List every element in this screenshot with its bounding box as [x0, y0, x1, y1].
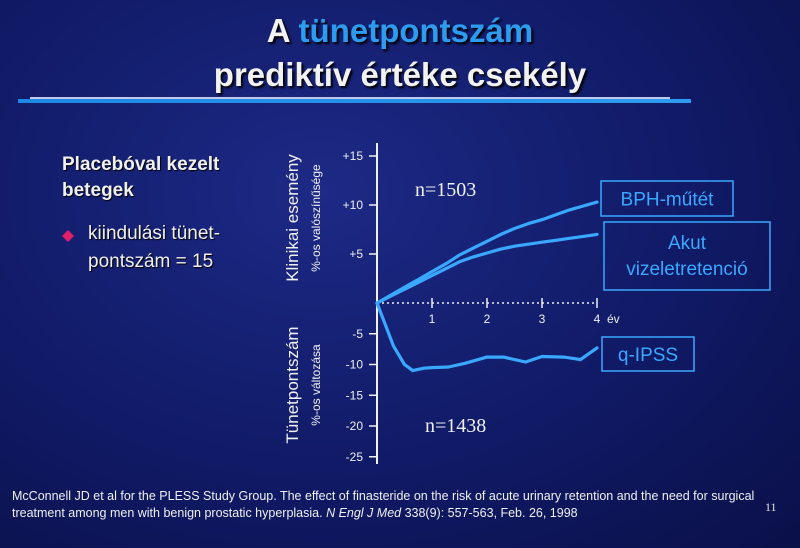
- y-tick-label: +15: [343, 149, 364, 163]
- chart-axes: 1 2 3 4 év: [376, 143, 620, 464]
- x-unit-label: év: [607, 312, 620, 326]
- diamond-bullet-icon: [62, 230, 74, 242]
- series-line-akut-vizeletretencio: [375, 232, 599, 305]
- legend-q-ipss-frame: [601, 336, 695, 372]
- upper-panel: +15 +10 +5 Klinikai esemény %-os valószínűsé…: [283, 149, 771, 305]
- x-tick-label: 4: [594, 312, 601, 326]
- slide-title-line2: prediktív értéke csekély: [213, 56, 587, 93]
- legend-akut-vizeletretencio-text: vizeletretenció: [626, 259, 747, 280]
- legend-bph-mutet: BPH-műtét: [600, 180, 734, 217]
- upper-annotation: n=1503: [415, 179, 476, 201]
- page-number: 11: [765, 500, 777, 514]
- y-tick-label: -25: [346, 450, 364, 464]
- upper-ylabel: Klinikai esemény: [283, 154, 302, 282]
- x-tick-label: 3: [539, 312, 546, 326]
- lower-ylabel-sub: %-os változása: [309, 344, 323, 426]
- y-tick-label: -15: [346, 388, 364, 402]
- lower-annotation: n=1438: [425, 415, 486, 437]
- footer-plain: McConnell JD et al for the PLESS Study G…: [12, 489, 755, 520]
- lower-panel: -5 -10 -15 -20 -25 Tünetpontszám %-os változás…: [283, 301, 695, 464]
- title-accent: tünetpontszám: [298, 12, 534, 49]
- upper-ylabel-sub: %-os valószínűsége: [309, 164, 323, 272]
- footer-citation: McConnell JD et al for the PLESS Study G…: [12, 488, 782, 522]
- y-tick-label: +5: [349, 247, 363, 261]
- series-line-q-ipss: [375, 301, 599, 373]
- x-tick-label: 2: [484, 312, 491, 326]
- lower-ylabel: Tünetpontszám: [283, 326, 302, 443]
- legend-akut-vizeletretencio-text: Akut: [668, 233, 707, 254]
- series-line-bph-mutet: [375, 200, 599, 305]
- y-tick-label: +10: [343, 198, 364, 212]
- x-tick-label: 1: [429, 312, 436, 326]
- legend-q-ipss-text: q-IPSS: [618, 345, 678, 366]
- legend-q-ipss: q-IPSS: [601, 336, 695, 372]
- title-underline-white: [30, 97, 670, 99]
- legend-bph-mutet-frame: [600, 180, 734, 217]
- slide-title-line1: A tünetpontszám: [0, 12, 800, 50]
- title-underline-blue: [18, 99, 691, 103]
- left-heading: Placebóval kezelt betegek: [62, 154, 220, 201]
- y-tick-label: -10: [346, 358, 364, 372]
- title-plain: A: [266, 12, 299, 49]
- legend-akut-vizeletretencio: Akut vizeletretenció: [603, 221, 771, 291]
- footer-journal: N Engl J Med: [326, 506, 402, 520]
- y-tick-label: -5: [352, 327, 363, 341]
- legend-bph-mutet-text: BPH-műtét: [621, 190, 715, 211]
- footer-citation-detail: 338(9): 557-563, Feb. 26, 1998: [401, 506, 578, 520]
- bullet-text: kiindulási tünet-pontszám = 15: [88, 223, 221, 272]
- y-tick-label: -20: [346, 419, 364, 433]
- legend-akut-vizeletretencio-frame: [603, 221, 771, 291]
